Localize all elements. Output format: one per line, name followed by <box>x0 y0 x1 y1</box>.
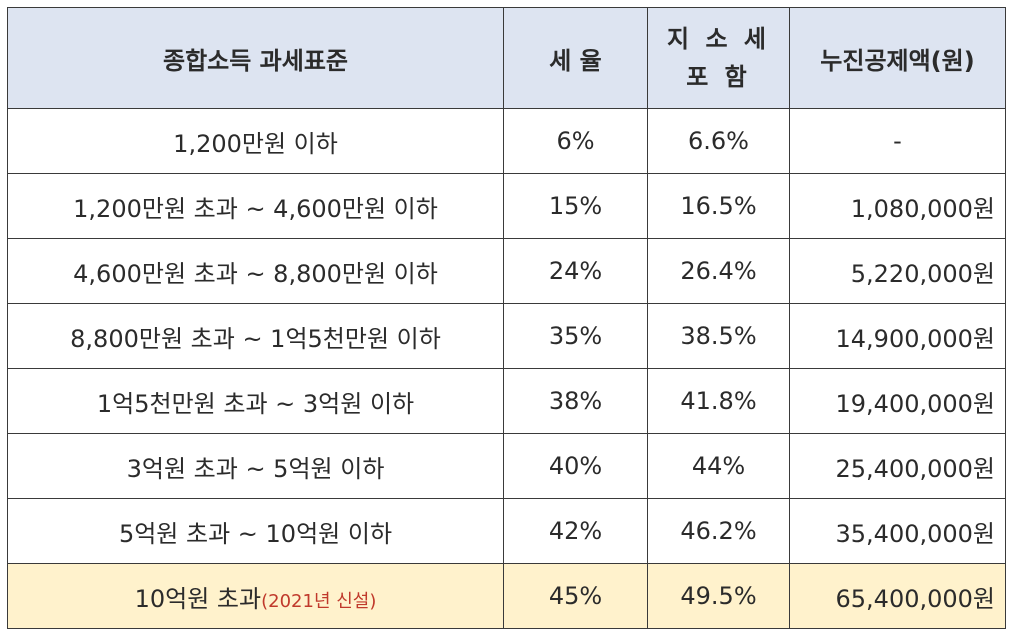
bracket-cell: 3억원 초과 ~ 5억원 이하 <box>7 433 504 499</box>
local-rate-cell: 6.6% <box>647 108 790 174</box>
bracket-cell: 1억5천만원 초과 ~ 3억원 이하 <box>7 368 504 434</box>
local-rate-cell: 41.8% <box>647 368 790 434</box>
deduction-cell: 14,900,000원 <box>789 303 1006 369</box>
rate-cell: 45% <box>503 563 648 629</box>
rate-cell: 6% <box>503 108 648 174</box>
table-row: 5억원 초과 ~ 10억원 이하 42% 46.2% 35,400,000원 <box>7 498 1006 564</box>
deduction-cell: 1,080,000원 <box>789 173 1006 239</box>
table-row: 8,800만원 초과 ~ 1억5천만원 이하 35% 38.5% 14,900,… <box>7 303 1006 369</box>
bracket-cell: 10억원 초과(2021년 신설) <box>7 563 504 629</box>
rate-cell: 40% <box>503 433 648 499</box>
rate-cell: 38% <box>503 368 648 434</box>
table-row: 3억원 초과 ~ 5억원 이하 40% 44% 25,400,000원 <box>7 433 1006 499</box>
header-deduction: 누진공제액(원) <box>789 7 1006 109</box>
rate-cell: 24% <box>503 238 648 304</box>
new-bracket-note: (2021년 신설) <box>261 590 377 612</box>
bracket-cell: 8,800만원 초과 ~ 1억5천만원 이하 <box>7 303 504 369</box>
bracket-cell: 4,600만원 초과 ~ 8,800만원 이하 <box>7 238 504 304</box>
local-rate-cell: 49.5% <box>647 563 790 629</box>
local-rate-cell: 26.4% <box>647 238 790 304</box>
bracket-cell: 1,200만원 이하 <box>7 108 504 174</box>
local-rate-cell: 38.5% <box>647 303 790 369</box>
table-row: 4,600만원 초과 ~ 8,800만원 이하 24% 26.4% 5,220,… <box>7 238 1006 304</box>
header-row: 종합소득 과세표준 세 율 지 소 세 포 함 누진공제액(원) <box>7 7 1006 109</box>
table-row: 1억5천만원 초과 ~ 3억원 이하 38% 41.8% 19,400,000원 <box>7 368 1006 434</box>
local-rate-cell: 44% <box>647 433 790 499</box>
deduction-cell: 65,400,000원 <box>789 563 1006 629</box>
deduction-cell: - <box>789 108 1006 174</box>
tax-rate-table: 종합소득 과세표준 세 율 지 소 세 포 함 누진공제액(원) 1,200만원… <box>7 7 1006 629</box>
header-local-tax: 지 소 세 포 함 <box>647 7 790 109</box>
table-row: 1,200만원 이하 6% 6.6% - <box>7 108 1006 174</box>
bracket-cell: 1,200만원 초과 ~ 4,600만원 이하 <box>7 173 504 239</box>
local-rate-cell: 46.2% <box>647 498 790 564</box>
bracket-cell: 5억원 초과 ~ 10억원 이하 <box>7 498 504 564</box>
deduction-cell: 5,220,000원 <box>789 238 1006 304</box>
header-local-tax-line2: 포 함 <box>686 63 751 91</box>
rate-cell: 35% <box>503 303 648 369</box>
rate-cell: 42% <box>503 498 648 564</box>
table-row-highlighted: 10억원 초과(2021년 신설) 45% 49.5% 65,400,000원 <box>7 563 1006 629</box>
bracket-text: 10억원 초과 <box>134 584 262 613</box>
header-rate: 세 율 <box>503 7 648 109</box>
deduction-cell: 35,400,000원 <box>789 498 1006 564</box>
header-local-tax-line1: 지 소 세 <box>667 25 770 53</box>
header-bracket: 종합소득 과세표준 <box>7 7 504 109</box>
deduction-cell: 25,400,000원 <box>789 433 1006 499</box>
local-rate-cell: 16.5% <box>647 173 790 239</box>
table-row: 1,200만원 초과 ~ 4,600만원 이하 15% 16.5% 1,080,… <box>7 173 1006 239</box>
rate-cell: 15% <box>503 173 648 239</box>
deduction-cell: 19,400,000원 <box>789 368 1006 434</box>
